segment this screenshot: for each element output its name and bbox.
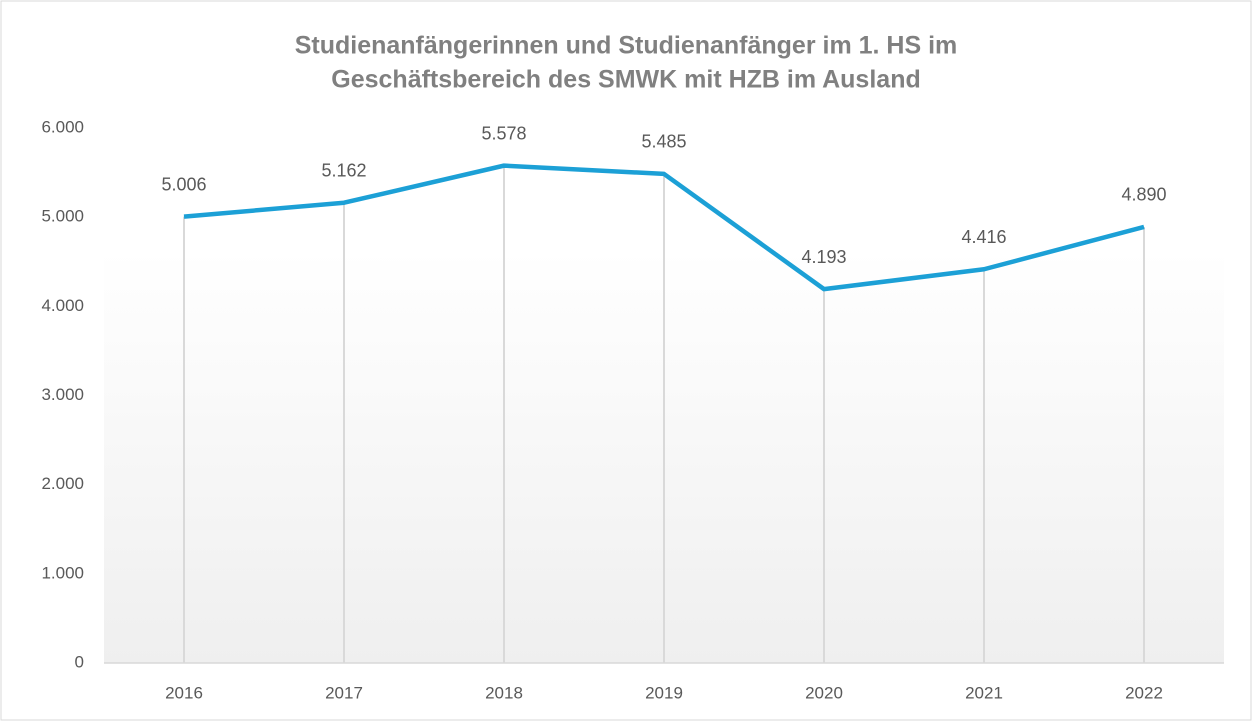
x-tick-label: 2021 [965, 683, 1003, 702]
chart-title: Geschäftsbereich des SMWK mit HZB im Aus… [331, 66, 920, 94]
y-tick-label: 4.000 [41, 296, 84, 315]
x-tick-label: 2020 [805, 683, 843, 702]
data-label: 5.578 [481, 123, 526, 143]
chart-title: Studienanfängerinnen und Studienanfänger… [295, 32, 958, 60]
y-tick-label: 6.000 [41, 117, 84, 136]
x-tick-label: 2018 [485, 683, 523, 702]
y-tick-label: 3.000 [41, 385, 84, 404]
x-tick-label: 2019 [645, 683, 683, 702]
y-tick-label: 2.000 [41, 474, 84, 493]
data-line [183, 163, 1145, 292]
y-tick-label: 1.000 [41, 563, 84, 582]
data-label: 4.890 [1121, 185, 1166, 205]
data-label: 4.416 [961, 227, 1006, 247]
x-tick-label: 2022 [1125, 683, 1163, 702]
data-label: 4.193 [801, 247, 846, 267]
data-label: 5.006 [161, 174, 206, 194]
y-tick-label: 0 [75, 652, 84, 671]
y-tick-label: 5.000 [41, 207, 84, 226]
data-label: 5.162 [321, 160, 366, 180]
data-label: 5.485 [641, 132, 686, 152]
x-tick-label: 2017 [325, 683, 363, 702]
x-tick-label: 2016 [165, 683, 203, 702]
